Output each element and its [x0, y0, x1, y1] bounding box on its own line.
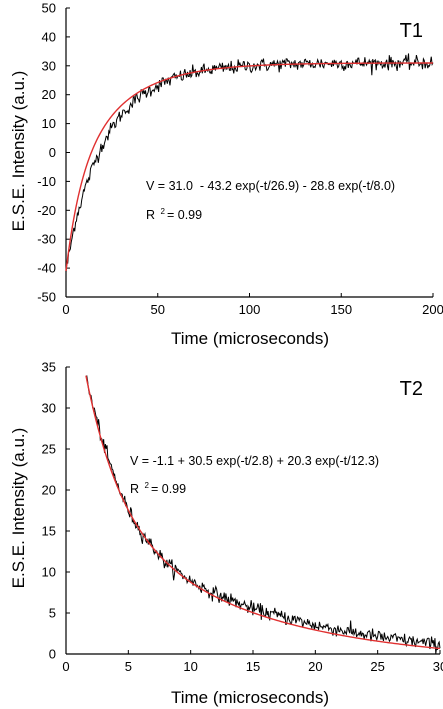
chart-t2-r2-text: R	[130, 482, 139, 496]
chart-t1-x-tick-label: 100	[239, 302, 261, 317]
chart-t1-fit-line	[65, 62, 434, 272]
chart-t1-ylabel: E.S.E. Intensity (a.u.)	[9, 71, 28, 232]
chart-t2-x-tick-label: 25	[370, 659, 384, 674]
chart-t2-data-line	[85, 375, 441, 654]
chart-t2-equation: V = -1.1 + 30.5 exp(-t/2.8) + 20.3 exp(-…	[130, 454, 379, 468]
chart-t2-x-tick-label: 15	[246, 659, 260, 674]
chart-t2-x-tick-label: 0	[62, 659, 69, 674]
chart-t2-x-tick-label: 30	[433, 659, 443, 674]
chart-t2-y-tick-label: 30	[42, 401, 56, 416]
chart-t2-panel-label: T2	[400, 378, 423, 400]
chart-t2-fit-line	[85, 375, 441, 650]
chart-t2-x-tick-label: 20	[308, 659, 322, 674]
chart-t2-x-tick-label: 10	[183, 659, 197, 674]
r2-value: = 0.99	[151, 482, 186, 496]
chart-t2-y-tick-label: 0	[49, 647, 56, 662]
chart-t1-y-tick-label: -30	[37, 232, 56, 247]
r2-superscript: 2	[145, 481, 150, 490]
chart-t2-ylabel: E.S.E. Intensity (a.u.)	[9, 428, 28, 589]
chart-t1-data-line	[65, 53, 434, 273]
chart-t1-xlabel: Time (microseconds)	[171, 329, 329, 348]
chart-t2-y-tick-label: 5	[49, 606, 56, 621]
chart-t1-y-tick-label: 0	[49, 145, 56, 160]
chart-t1-x-tick-label: 200	[422, 302, 443, 317]
chart-t1-y-tick-label: 40	[42, 29, 56, 44]
chart-t2-y-tick-label: 25	[42, 442, 56, 457]
r2-value: = 0.99	[167, 208, 202, 222]
chart-t1-x-tick-label: 50	[151, 302, 165, 317]
chart-t1-x-tick-label: 0	[62, 302, 69, 317]
chart-t2: E.S.E. Intensity (a.u.) Time (microsecon…	[9, 360, 443, 708]
chart-t1-y-tick-label: -50	[37, 290, 56, 305]
chart-t2-y-tick-label: 15	[42, 524, 56, 539]
chart-t1-y-tick-label: 30	[42, 58, 56, 73]
chart-t1-r2: R 2 = 0.99	[146, 207, 202, 222]
chart-t1-x-tick-label: 150	[330, 302, 352, 317]
chart-t1-y-tick-label: 50	[42, 1, 56, 16]
chart-t1-y-tick-label: -10	[37, 174, 56, 189]
chart-t2-y-tick-label: 35	[42, 360, 56, 375]
r2-superscript: 2	[161, 207, 166, 216]
chart-t2-x-tick-label: 5	[125, 659, 132, 674]
chart-t1-y-tick-label: 20	[42, 87, 56, 102]
chart-t1-y-tick-label: -20	[37, 203, 56, 218]
chart-t1-y-tick-label: -40	[37, 261, 56, 276]
chart-t1-equation: V = 31.0 - 43.2 exp(-t/26.9) - 28.8 exp(…	[146, 179, 395, 193]
chart-t1-r2-text: R	[146, 208, 155, 222]
chart-t1-y-tick-label: 10	[42, 116, 56, 131]
chart-t1-panel-label: T1	[400, 20, 423, 42]
chart-t2-r2: R 2 = 0.99	[130, 481, 186, 496]
chart-t2-y-tick-label: 20	[42, 483, 56, 498]
chart-t2-y-tick-label: 10	[42, 565, 56, 580]
chart-t1: E.S.E. Intensity (a.u.) Time (microsecon…	[9, 1, 443, 349]
chart-t2-xlabel: Time (microseconds)	[171, 688, 329, 707]
